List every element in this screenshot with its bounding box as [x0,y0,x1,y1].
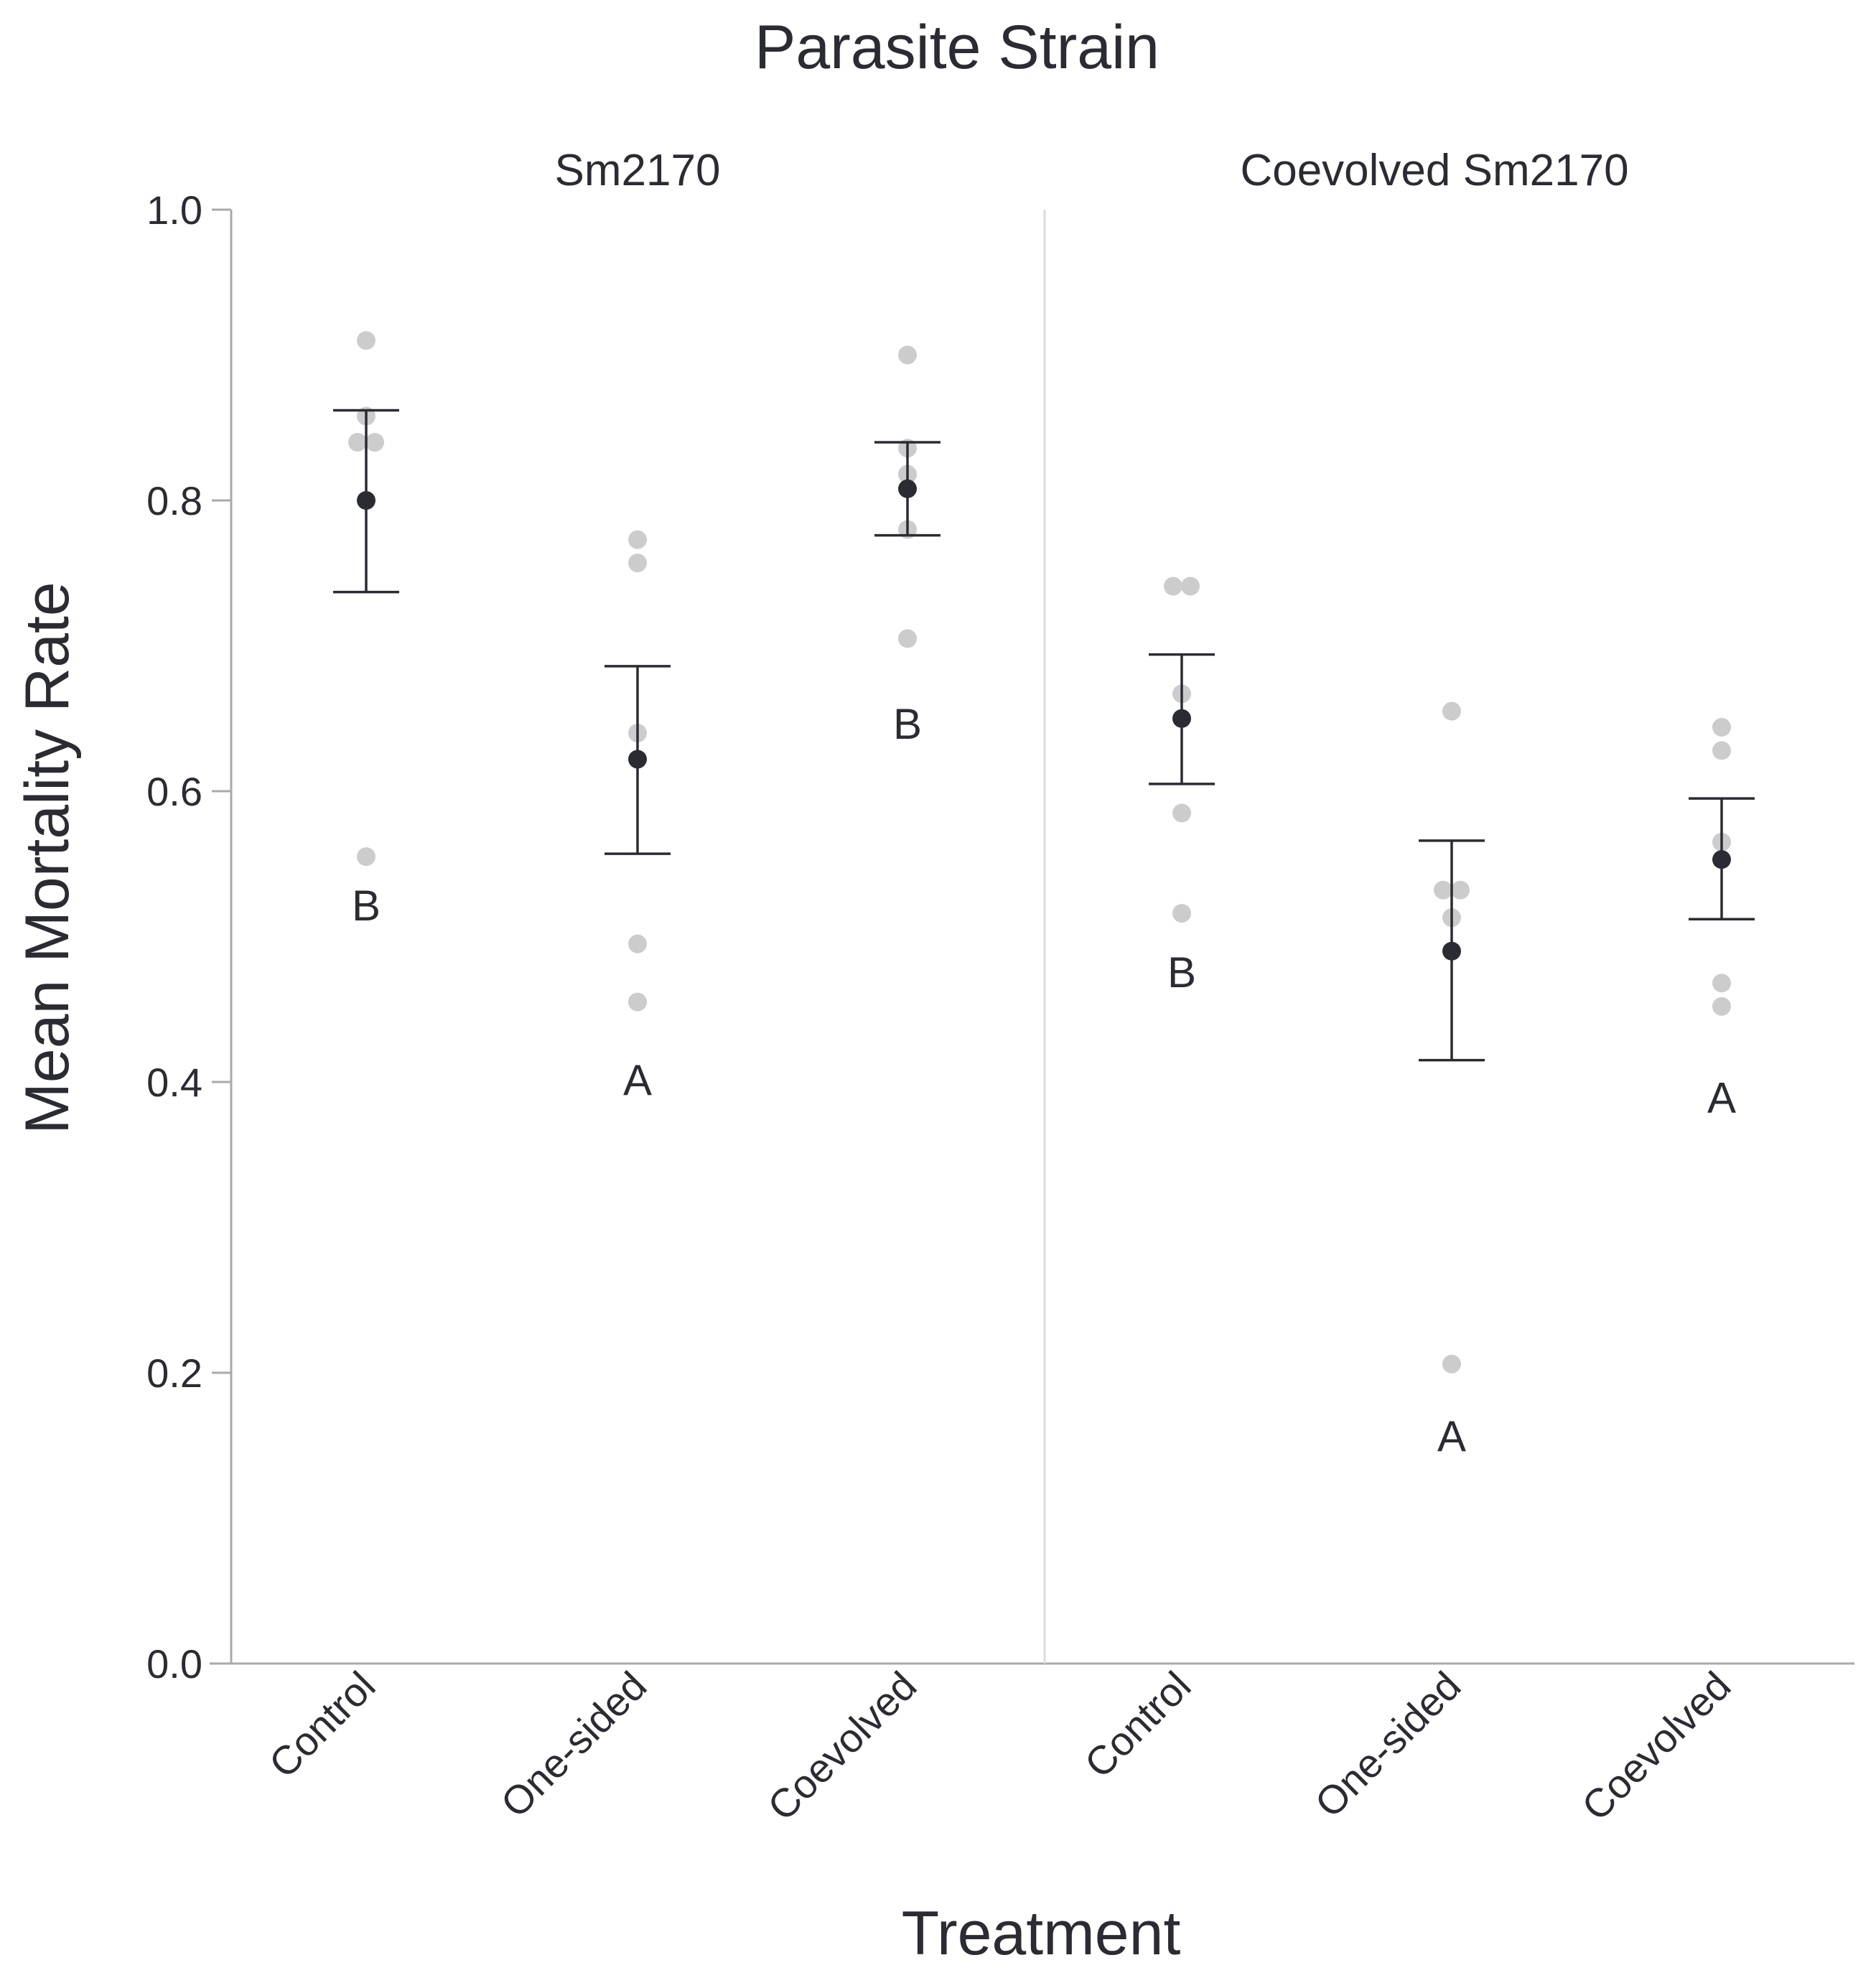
raw-data-point [1442,1354,1461,1373]
significance-letter: B [352,882,381,930]
raw-data-point [1442,701,1461,721]
significance-letter: A [623,1056,652,1104]
mean-point [357,491,375,510]
panel-title-right: Coevolved Sm2170 [1240,146,1628,195]
x-category-label: One-sided [1306,1663,1469,1826]
y-axis-title: Mean Mortality Rate [13,582,82,1134]
treatment-group: B [1149,577,1215,997]
y-tick-label: 0.4 [146,1060,202,1105]
raw-data-point [1712,997,1731,1016]
x-category-label: Coevolved [1573,1663,1740,1829]
raw-data-point [628,530,647,549]
x-labels: Control One-sided Coevolved Control One-side… [260,1663,1739,1829]
treatment-group: B [333,331,399,930]
raw-data-point [1451,880,1470,900]
raw-data-point [1181,577,1200,596]
raw-data-point [1172,803,1191,823]
raw-data-point [357,331,375,350]
raw-data-point [365,433,384,452]
panel-title-left: Sm2170 [555,146,721,195]
raw-data-point [1712,974,1731,993]
raw-data-point [1164,577,1182,596]
mean-point [1172,709,1191,728]
y-tick-label: 0.6 [146,769,202,814]
x-category-label: Coevolved [759,1663,925,1829]
raw-data-point [898,629,917,648]
y-tick-label: 1.0 [146,187,202,233]
mean-point [628,750,647,769]
x-category-label: Control [1075,1663,1199,1786]
raw-data-point [357,847,375,867]
mean-point [1442,941,1461,961]
significance-letter: B [1167,948,1196,997]
raw-data-point [628,934,647,953]
raw-data-point [1712,741,1731,760]
treatment-group: A [605,530,671,1104]
raw-data-point [348,433,367,452]
treatment-group: A [1689,717,1755,1121]
treatment-group: A [1419,701,1485,1460]
data-marks: B A B B A A [333,331,1755,1460]
raw-data-point [898,345,917,365]
raw-data-point [1434,880,1452,900]
significance-letter: B [893,700,922,748]
raw-data-point [628,992,647,1012]
y-ticks: 0.0 0.2 0.4 0.6 0.8 1.0 [146,187,231,1687]
raw-data-point [628,554,647,573]
x-category-label: One-sided [492,1663,655,1826]
raw-data-point [1712,717,1731,737]
y-tick-label: 0.8 [146,478,202,523]
x-category-label: Control [260,1663,383,1786]
mean-point [1712,850,1731,869]
significance-letter: A [1437,1412,1466,1460]
significance-letter: A [1707,1073,1736,1121]
x-axis-title: Treatment [902,1899,1181,1968]
y-tick-label: 0.0 [146,1641,202,1687]
treatment-group: B [874,345,941,748]
chart-title: Parasite Strain [755,13,1159,82]
mean-point [898,479,917,498]
raw-data-point [1172,904,1191,923]
y-tick-label: 0.2 [146,1350,202,1396]
